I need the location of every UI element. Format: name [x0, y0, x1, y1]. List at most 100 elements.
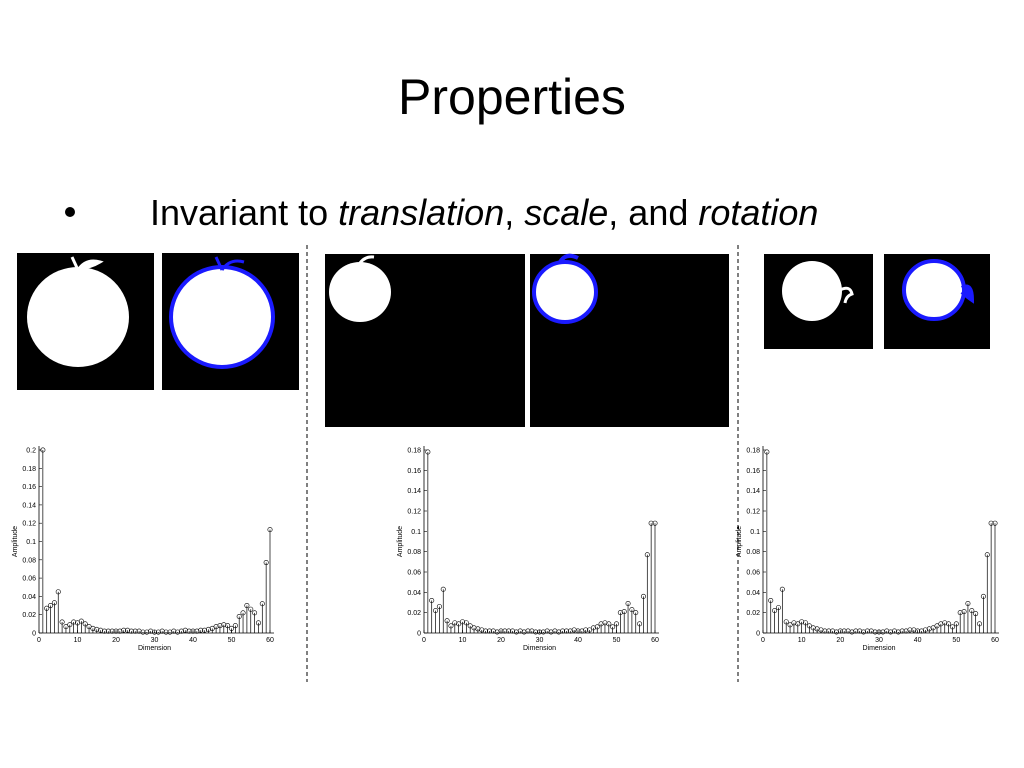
x-axis-label: Dimension: [523, 645, 556, 652]
y-tick-label: 0.1: [26, 539, 36, 546]
y-tick-label: 0.12: [746, 509, 760, 516]
stem-marker: [864, 628, 870, 634]
stem-marker: [613, 621, 619, 627]
stem-marker: [182, 627, 188, 633]
stem-marker: [640, 593, 646, 599]
stem-marker: [267, 527, 273, 533]
y-tick-label: 0.18: [746, 448, 760, 455]
stem-marker: [857, 628, 863, 634]
stem-marker: [510, 628, 516, 634]
stem-marker: [202, 627, 208, 633]
stem-marker: [617, 610, 623, 616]
y-tick-label: 0.1: [750, 529, 760, 536]
stem-marker: [436, 604, 442, 610]
stem-marker: [175, 629, 181, 635]
stem-marker: [961, 609, 967, 615]
stem-marker: [988, 520, 994, 526]
stem-marker: [837, 628, 843, 634]
stem-marker: [178, 628, 184, 634]
y-tick-label: 0: [756, 631, 760, 638]
stem-marker: [506, 628, 512, 634]
x-tick-label: 40: [189, 637, 197, 644]
stem-marker: [167, 629, 173, 635]
stem-marker: [236, 614, 242, 620]
x-tick-label: 60: [651, 637, 659, 644]
stem-marker: [899, 628, 905, 634]
stem-marker: [853, 628, 859, 634]
stem-marker: [830, 628, 836, 634]
stem-marker: [494, 629, 500, 635]
stem-marker: [255, 620, 261, 626]
bullet-part: , and: [608, 192, 698, 233]
stem-marker: [425, 449, 431, 455]
y-tick-label: 0.18: [407, 448, 421, 455]
stem-marker: [980, 593, 986, 599]
stem-marker: [953, 621, 959, 627]
bullet-part: Invariant to: [150, 192, 338, 233]
slide-title: Properties: [398, 69, 626, 125]
stem-marker: [259, 601, 265, 607]
stem-plot: 0 0.02 0.04 0.06 0.08 0.1 0.12 0.14 0.16 0.18 0 10 2…: [397, 446, 659, 652]
stem-marker: [490, 628, 496, 634]
stem-marker: [229, 625, 235, 631]
stem-marker: [159, 628, 165, 634]
stem-marker: [67, 622, 73, 628]
y-tick-label: 0.14: [746, 488, 760, 495]
stem-marker: [502, 628, 508, 634]
stem-marker: [764, 449, 770, 455]
stem-marker: [171, 628, 177, 634]
x-tick-label: 10: [459, 637, 467, 644]
y-tick-label: 0: [32, 631, 36, 638]
stem-plot: 0 0.02 0.04 0.06 0.08 0.1 0.12 0.14 0.16 0.18 0 10 2…: [736, 446, 999, 652]
stem-marker: [594, 624, 600, 630]
stem-marker: [876, 629, 882, 635]
stem-marker: [922, 627, 928, 633]
stem-marker: [977, 621, 983, 627]
stem-marker: [155, 629, 161, 635]
stem-marker: [571, 627, 577, 633]
stem-marker: [252, 610, 258, 616]
y-tick-label: 0: [417, 631, 421, 638]
shape-images: [17, 253, 990, 427]
stem-marker: [942, 620, 948, 626]
x-tick-label: 30: [151, 637, 159, 644]
y-axis-label: Amplitude: [736, 526, 743, 557]
stem-marker: [826, 628, 832, 634]
y-axis-label: Amplitude: [397, 526, 404, 557]
stem-marker: [475, 626, 481, 632]
y-tick-label: 0.08: [22, 557, 36, 564]
stem-marker: [132, 628, 138, 634]
stem-marker: [938, 621, 944, 627]
y-tick-label: 0.04: [22, 594, 36, 601]
stem-marker: [232, 623, 238, 629]
stem-marker: [915, 628, 921, 634]
stem-marker: [213, 624, 219, 630]
stem-marker: [907, 627, 913, 633]
stem-marker: [221, 622, 227, 628]
x-tick-label: 40: [574, 637, 582, 644]
stem-marker: [969, 608, 975, 614]
stem-marker: [240, 610, 246, 616]
y-tick-label: 0.08: [746, 549, 760, 556]
stem-marker: [652, 520, 658, 526]
y-tick-label: 0.14: [22, 502, 36, 509]
stem-marker: [903, 628, 909, 634]
y-tick-label: 0.14: [407, 488, 421, 495]
stem-marker: [814, 626, 820, 632]
y-tick-label: 0.06: [746, 570, 760, 577]
stem-marker: [560, 628, 566, 634]
stem-marker: [818, 627, 824, 633]
stem-marker: [125, 627, 131, 633]
x-tick-label: 40: [914, 637, 922, 644]
y-tick-label: 0.06: [22, 576, 36, 583]
stem-marker: [648, 520, 654, 526]
stem-marker: [533, 629, 539, 635]
y-tick-label: 0.16: [22, 484, 36, 491]
stem-marker: [217, 623, 223, 629]
stem-marker: [919, 628, 925, 634]
stem-marker: [775, 605, 781, 611]
x-tick-label: 0: [37, 637, 41, 644]
bullet-part: translation: [338, 192, 504, 233]
stem-marker: [872, 629, 878, 635]
stem-marker: [806, 623, 812, 629]
